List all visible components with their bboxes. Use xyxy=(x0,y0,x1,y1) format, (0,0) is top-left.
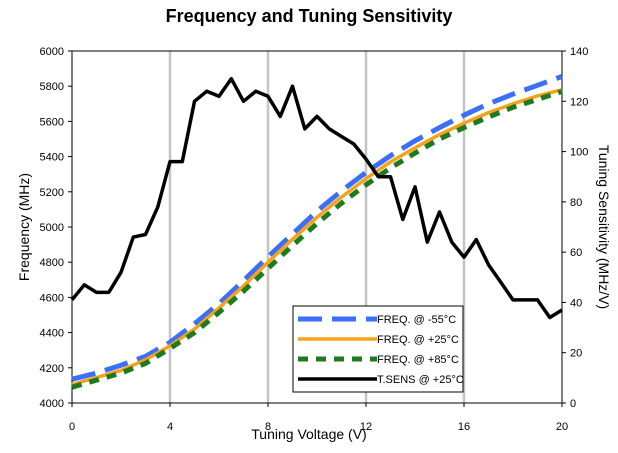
y-tick-label: 4600 xyxy=(40,292,64,304)
y-tick-label: 4000 xyxy=(40,398,64,410)
legend-label: FREQ. @ +25°C xyxy=(377,334,459,346)
x-tick-label: 12 xyxy=(360,421,372,433)
y-tick-label: 5400 xyxy=(40,152,64,164)
y-axis-title: Frequency (MHz) xyxy=(16,172,32,282)
series-line-freq-55-c xyxy=(71,74,563,382)
x-axis-title: Tuning Voltage (V) xyxy=(251,426,367,442)
y2-tick-label: 120 xyxy=(570,96,588,108)
x-tick-label: 16 xyxy=(458,421,470,433)
series-line-t-sens-25-c xyxy=(70,76,563,320)
chart-title: Frequency and Tuning Sensitivity xyxy=(165,6,453,26)
y2-tick-label: 60 xyxy=(570,247,582,259)
series-line-freq-25-c xyxy=(71,88,563,387)
x-tick-label: 8 xyxy=(265,421,271,433)
y2-tick-label: 20 xyxy=(570,348,582,360)
y-tick-label: 4800 xyxy=(40,257,64,269)
series-line-freq-85-c xyxy=(71,89,563,390)
y-tick-label: 4200 xyxy=(40,363,64,375)
y-tick-label: 6000 xyxy=(40,46,64,58)
legend-label: FREQ. @ -55°C xyxy=(377,314,456,326)
y2-axis-title: Tuning Sensitivity (MHz/V) xyxy=(596,144,612,310)
legend-label: T.SENS @ +25°C xyxy=(377,374,464,386)
y2-tick-label: 140 xyxy=(570,46,588,58)
y-tick-label: 5000 xyxy=(40,222,64,234)
y-tick-label: 5200 xyxy=(40,187,64,199)
legend-label: FREQ. @ +85°C xyxy=(377,354,459,366)
x-tick-label: 4 xyxy=(167,421,173,433)
y-tick-label: 5800 xyxy=(40,81,64,93)
y2-tick-label: 40 xyxy=(570,297,582,309)
x-tick-label: 20 xyxy=(556,421,568,433)
y2-tick-label: 0 xyxy=(570,398,576,410)
y2-tick-label: 100 xyxy=(570,147,588,159)
x-tick-label: 0 xyxy=(69,421,75,433)
y2-tick-label: 80 xyxy=(570,197,582,209)
y-tick-label: 4400 xyxy=(40,328,64,340)
y-tick-label: 5600 xyxy=(40,116,64,128)
